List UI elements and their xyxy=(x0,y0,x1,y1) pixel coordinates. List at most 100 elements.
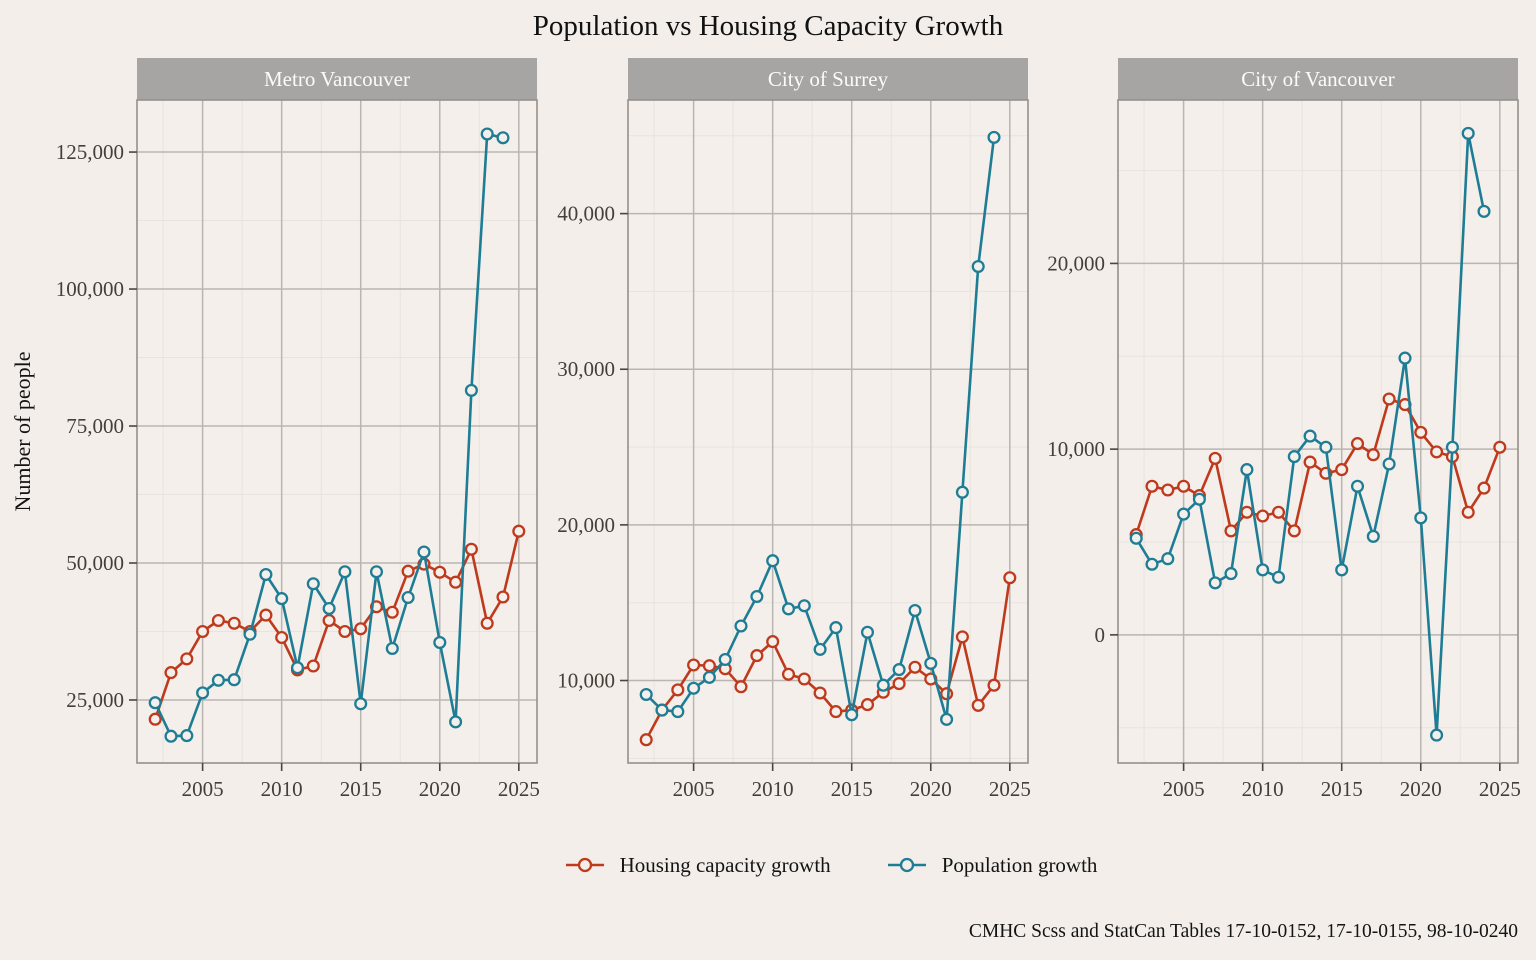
chart-canvas: Number of people Metro Vancouver 2005 2010 2… xyxy=(10,58,1521,801)
x-tick-label: 2025 xyxy=(1479,777,1521,801)
data-point xyxy=(797,599,811,613)
data-point xyxy=(227,673,241,687)
data-point xyxy=(892,677,906,691)
data-point xyxy=(860,698,875,712)
data-point xyxy=(449,715,463,729)
data-point xyxy=(987,678,1001,692)
data-point xyxy=(164,729,178,743)
legend: Housing capacity growth Population growt… xyxy=(62,852,1536,878)
facet-strip-label: Metro Vancouver xyxy=(264,67,410,91)
data-point xyxy=(1240,463,1254,477)
data-point xyxy=(322,601,336,616)
data-point xyxy=(148,712,162,726)
data-point xyxy=(1350,479,1365,493)
data-point xyxy=(1477,481,1491,495)
data-point xyxy=(971,259,985,274)
data-point xyxy=(718,652,732,667)
data-point xyxy=(1271,505,1286,519)
x-tick-label: 2005 xyxy=(673,777,715,801)
data-point xyxy=(860,625,875,639)
data-point xyxy=(1224,567,1238,581)
data-point xyxy=(702,670,716,684)
housing-line-key-icon xyxy=(565,857,604,873)
data-point xyxy=(671,683,685,697)
data-point xyxy=(987,130,1001,144)
x-tick-label: 2025 xyxy=(989,777,1031,801)
data-point xyxy=(1208,576,1222,590)
data-point xyxy=(1177,507,1191,521)
data-point xyxy=(1319,440,1333,454)
data-point xyxy=(908,603,922,618)
x-tick-label: 2010 xyxy=(1242,777,1284,801)
data-point xyxy=(940,712,954,726)
data-point xyxy=(1224,524,1238,538)
data-point xyxy=(734,680,748,694)
data-point xyxy=(1256,563,1270,577)
y-tick-label: 0 xyxy=(1095,623,1106,647)
data-point xyxy=(687,681,701,695)
data-point xyxy=(401,564,415,578)
data-point xyxy=(164,666,178,680)
data-point xyxy=(306,659,320,673)
data-point xyxy=(385,605,399,619)
data-point xyxy=(464,542,478,556)
data-point xyxy=(750,589,764,604)
data-point xyxy=(971,698,985,712)
x-tick-label: 2025 xyxy=(498,777,540,801)
legend-label-population: Population growth xyxy=(941,852,1098,877)
data-point xyxy=(211,613,225,628)
data-point xyxy=(148,696,162,710)
data-point xyxy=(464,383,478,397)
data-point xyxy=(433,635,447,650)
data-point xyxy=(1350,437,1365,451)
data-point xyxy=(290,661,305,675)
data-point xyxy=(687,658,701,672)
data-point xyxy=(512,524,526,538)
data-point xyxy=(655,703,669,717)
data-point xyxy=(385,641,399,656)
data-point xyxy=(1177,479,1191,493)
legend-label-housing: Housing capacity growth xyxy=(619,852,831,877)
data-point xyxy=(1303,455,1317,469)
data-point xyxy=(892,663,906,677)
y-tick-label: 30,000 xyxy=(557,357,615,381)
data-point xyxy=(1430,728,1444,742)
panel-bg xyxy=(1118,100,1518,763)
data-point xyxy=(243,627,257,641)
panel-bg xyxy=(137,100,537,763)
data-point xyxy=(813,642,827,656)
data-point xyxy=(354,697,368,711)
panel-border xyxy=(136,99,538,764)
data-point xyxy=(211,673,225,687)
data-point xyxy=(259,567,273,582)
data-point xyxy=(1414,425,1428,439)
data-point xyxy=(829,621,843,635)
x-tick-label: 2015 xyxy=(1321,777,1363,801)
panel-border xyxy=(627,99,1029,764)
data-point xyxy=(1240,505,1254,519)
data-point xyxy=(433,565,447,579)
data-point xyxy=(401,590,415,605)
data-point xyxy=(1271,570,1286,584)
y-tick-label: 50,000 xyxy=(66,551,124,575)
data-point xyxy=(275,592,289,606)
data-point xyxy=(955,485,969,499)
data-point xyxy=(845,708,859,722)
facet-panel: Metro Vancouver 2005 2010 2015 2020 2025 25,00… xyxy=(56,58,540,801)
data-point xyxy=(338,624,352,639)
data-point xyxy=(306,577,320,591)
data-point xyxy=(1192,492,1206,506)
facet-panel: City of Surrey 2005 2010 2015 2020 2025 10,000… xyxy=(557,58,1031,801)
legend-item-housing: Housing capacity growth xyxy=(563,852,831,878)
x-tick-label: 2015 xyxy=(831,777,873,801)
data-point xyxy=(1129,531,1143,545)
x-tick-label: 2010 xyxy=(752,777,794,801)
data-point xyxy=(1303,429,1317,443)
y-tick-label: 20,000 xyxy=(1047,251,1105,275)
data-point xyxy=(797,672,811,686)
data-point xyxy=(734,619,748,633)
data-point xyxy=(1461,505,1475,519)
data-point xyxy=(1493,440,1507,454)
data-point xyxy=(496,131,510,145)
data-point xyxy=(1161,552,1175,566)
